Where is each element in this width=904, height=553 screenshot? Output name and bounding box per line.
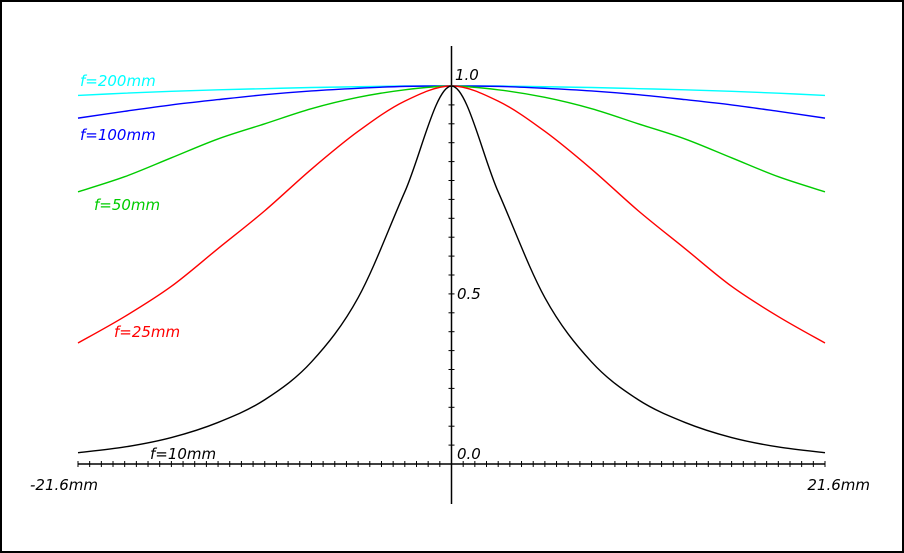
y-ticks	[448, 85, 455, 465]
series-label-f25: f=25mm	[114, 323, 180, 341]
axes	[77, 46, 826, 504]
series-label-f100: f=100mm	[80, 126, 156, 144]
series-label-f10: f=10mm	[150, 445, 216, 463]
x-tick-label-min: -21.6mm	[30, 476, 98, 494]
y-tick-label-1: 1.0	[455, 66, 479, 84]
series-layer	[77, 85, 826, 454]
x-tick-label-max: 21.6mm	[807, 476, 870, 494]
series-label-f200: f=200mm	[80, 72, 156, 90]
series-label-f50: f=50mm	[94, 196, 160, 214]
labels-layer: -21.6mm 21.6mm 0.0 0.5 1.0 f=200mm f=100…	[30, 66, 870, 494]
y-tick-label-0: 0.0	[457, 445, 481, 463]
y-tick-label-0-5: 0.5	[457, 285, 481, 303]
series-line-f-10mm	[77, 85, 826, 454]
